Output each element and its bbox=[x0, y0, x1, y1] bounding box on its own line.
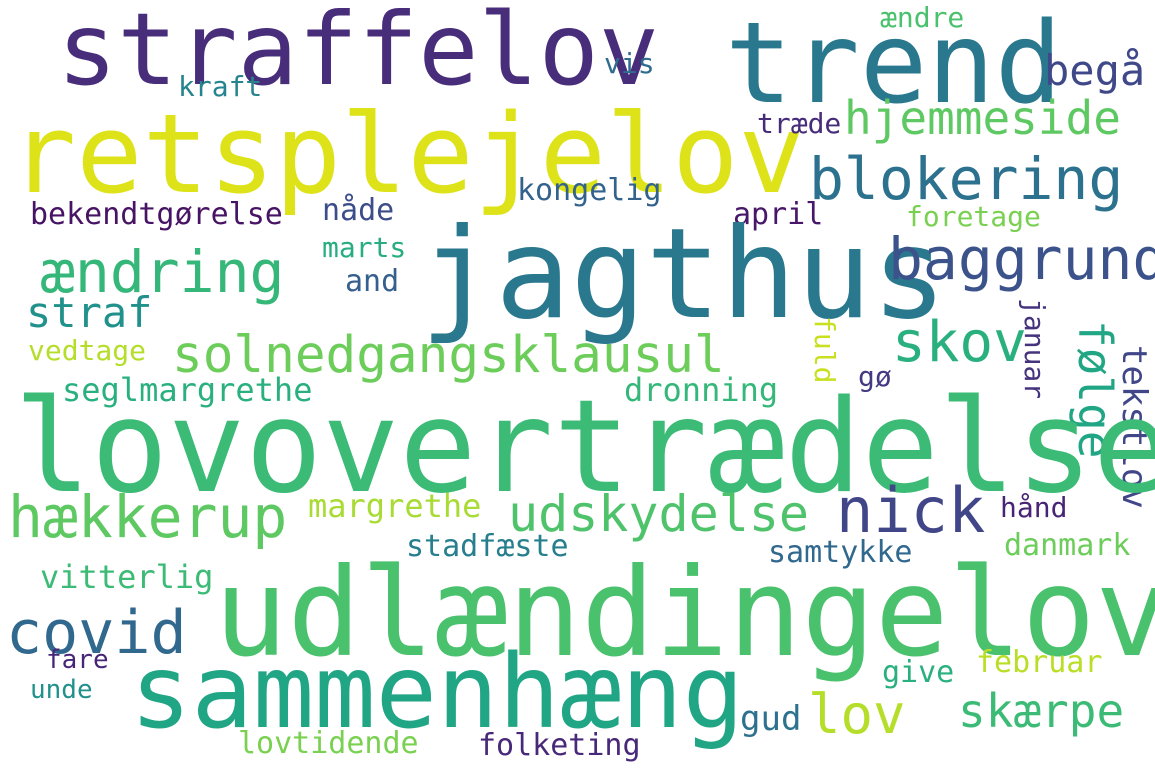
word-januar: januar bbox=[1018, 298, 1051, 400]
word-straffelov: straffelov bbox=[57, 0, 660, 108]
word-vedtage: vedtage bbox=[28, 334, 147, 367]
word-fare: fare bbox=[46, 645, 109, 675]
word-aendring: ændring bbox=[40, 238, 285, 306]
word-and: and bbox=[345, 264, 400, 299]
word-foretage: foretage bbox=[906, 200, 1041, 233]
word-seglmargrethe: seglmargrethe bbox=[62, 371, 313, 409]
word-aendre: ændre bbox=[880, 1, 965, 34]
word-marts: marts bbox=[322, 231, 407, 264]
word-nade: nåde bbox=[322, 193, 395, 228]
word-kraft: kraft bbox=[178, 70, 263, 103]
word-straf: straf bbox=[26, 288, 153, 337]
word-trend: trend bbox=[725, 0, 1063, 129]
word-bega: begå bbox=[1044, 46, 1146, 95]
word-hjemmeside: hjemmeside bbox=[844, 91, 1121, 145]
word-retsplejelov: retsplejelov bbox=[10, 90, 805, 218]
word-give: give bbox=[882, 655, 955, 690]
word-danmark: danmark bbox=[1004, 528, 1131, 563]
word-traede: træde bbox=[757, 107, 842, 140]
word-vitterlig: vitterlig bbox=[40, 558, 214, 596]
word-folketing: folketing bbox=[478, 728, 641, 763]
word-april: april bbox=[733, 197, 824, 232]
word-solnedgangsklausul: solnedgangsklausul bbox=[172, 326, 725, 385]
word-go: gø bbox=[858, 360, 892, 393]
word-folge: følge bbox=[1068, 320, 1122, 459]
word-baggrund: baggrund bbox=[888, 225, 1155, 293]
word-gud: gud bbox=[740, 699, 802, 739]
word-skaerpe: skærpe bbox=[958, 684, 1125, 738]
word-tekstlov: tekstlov bbox=[1114, 345, 1154, 509]
word-hand: hånd bbox=[1000, 491, 1068, 524]
word-skov: skov bbox=[892, 310, 1027, 375]
word-februar: februar bbox=[976, 645, 1103, 680]
word-haekkerup: hækkerup bbox=[8, 483, 288, 551]
word-udskydelse: udskydelse bbox=[508, 485, 810, 543]
word-blokering: blokering bbox=[809, 145, 1124, 213]
word-jagthus: jagthus bbox=[420, 202, 947, 347]
word-samtykke: samtykke bbox=[768, 535, 913, 570]
word-lov: lov bbox=[808, 683, 906, 746]
word-margrethe: margrethe bbox=[308, 487, 482, 525]
word-lovtidende: lovtidende bbox=[238, 726, 419, 761]
word-sammenhaeng: sammenhæng bbox=[130, 633, 745, 752]
word-unde: unde bbox=[30, 675, 93, 705]
word-vis: vis bbox=[604, 47, 655, 80]
word-dronning: dronning bbox=[624, 371, 779, 409]
word-fuld: fuld bbox=[808, 316, 841, 384]
word-nick: nick bbox=[836, 474, 986, 547]
word-bekendtgorelse: bekendtgørelse bbox=[30, 197, 283, 232]
word-udlaendingelov: udlændingelov bbox=[214, 542, 1155, 684]
word-stadfaeste: stadfæste bbox=[406, 529, 569, 564]
word-lovovertraedelse: lovovertrædelse bbox=[14, 373, 1155, 522]
word-kongelig: kongelig bbox=[517, 173, 662, 208]
word-covid: covid bbox=[6, 598, 187, 668]
